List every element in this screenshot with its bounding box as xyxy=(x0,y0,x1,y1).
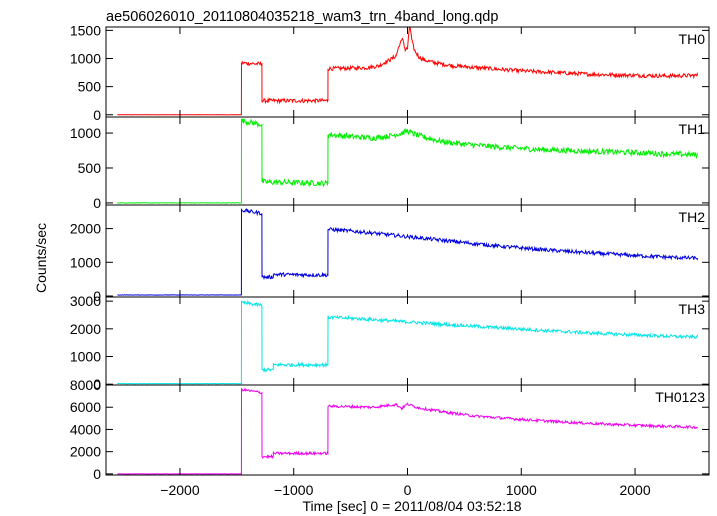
panel-label: TH0123 xyxy=(655,389,705,405)
y-tick-label: 6000 xyxy=(70,399,101,415)
y-tick-label: 1000 xyxy=(70,254,101,270)
panel-th3: 0 1000 2000 3000 TH3 xyxy=(70,293,710,392)
x-tick-label: −2000 xyxy=(160,482,200,498)
y-tick-label: 500 xyxy=(78,79,102,95)
panel-label: TH2 xyxy=(679,209,706,225)
y-tick-label: 1000 xyxy=(70,125,101,141)
y-tick-label: 0 xyxy=(93,376,101,392)
y-tick-label: 1000 xyxy=(70,51,101,67)
panel-label: TH3 xyxy=(679,301,706,317)
series-line-th0123 xyxy=(117,387,698,475)
series-line-th1 xyxy=(117,118,699,204)
y-tick-label: 8000 xyxy=(70,377,101,393)
y-tick-label: 0 xyxy=(93,466,101,482)
panel-th2: 0 1000 2000 TH2 xyxy=(70,204,710,304)
y-tick-label: 2000 xyxy=(70,321,101,337)
x-tick-label: 2000 xyxy=(619,482,650,498)
panel-th1: 0 500 1000 TH1 xyxy=(70,116,710,211)
plot-frame xyxy=(105,384,710,476)
x-tick-label: 0 xyxy=(404,482,412,498)
x-tick-label: 1000 xyxy=(506,482,537,498)
panels-group: 0 500 1000 1500 TH0 0 500 1000 TH1 0 1000 2000 TH2 0 1… xyxy=(70,22,710,498)
series-line-th0 xyxy=(117,27,699,116)
series-line-th3 xyxy=(117,300,699,385)
plot-frame xyxy=(105,26,710,118)
series-line-th2 xyxy=(117,208,699,296)
panel-th0: 0 500 1000 1500 TH0 xyxy=(70,22,710,123)
panel-th0123: 0 2000 4000 6000 8000 −2000 −1000 0 1000 2000 TH01… xyxy=(70,377,710,498)
chart-title: ae506026010_20110804035218_wam3_trn_4ban… xyxy=(106,9,498,25)
y-tick-label: 1000 xyxy=(70,348,101,364)
y-axis-label: Counts/sec xyxy=(33,223,49,293)
y-tick-label: 0 xyxy=(93,288,101,304)
y-tick-label: 2000 xyxy=(70,444,101,460)
y-tick-label: 0 xyxy=(93,195,101,211)
y-tick-label: 3000 xyxy=(70,293,101,309)
x-axis-label: Time [sec] 0 = 2011/08/04 03:52:18 xyxy=(302,498,521,514)
y-tick-label: 500 xyxy=(78,160,102,176)
y-tick-label: 1500 xyxy=(70,22,101,38)
y-tick-label: 0 xyxy=(93,107,101,123)
panel-label: TH1 xyxy=(679,121,706,137)
panel-label: TH0 xyxy=(679,31,706,47)
x-tick-label: −1000 xyxy=(274,482,314,498)
plot-frame xyxy=(105,204,710,298)
plot-frame xyxy=(105,296,710,386)
y-tick-label: 4000 xyxy=(70,421,101,437)
y-tick-label: 2000 xyxy=(70,221,101,237)
